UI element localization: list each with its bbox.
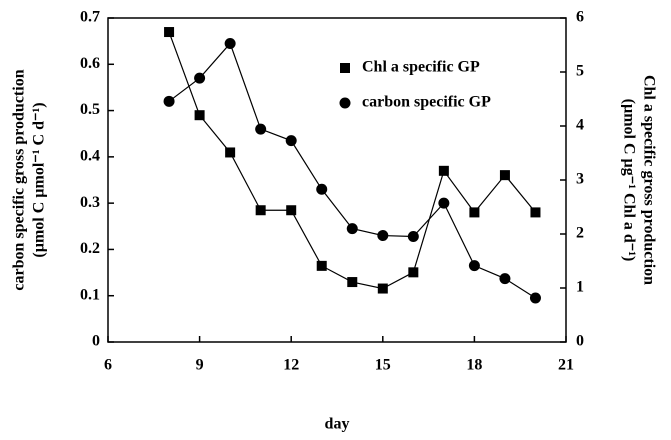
y2-tick-label: 6 bbox=[576, 9, 584, 26]
y2-tick-label: 1 bbox=[576, 279, 584, 296]
marker bbox=[316, 260, 327, 271]
marker bbox=[407, 230, 419, 242]
x-tick-label: 6 bbox=[104, 357, 112, 374]
y-tick-label: 0.6 bbox=[80, 55, 100, 72]
series-line bbox=[168, 31, 536, 290]
legend-marker bbox=[339, 97, 351, 109]
marker bbox=[530, 207, 541, 218]
legend-marker bbox=[340, 63, 350, 73]
marker bbox=[164, 27, 175, 38]
marker bbox=[468, 260, 480, 272]
marker bbox=[499, 273, 511, 285]
marker bbox=[438, 197, 450, 209]
marker bbox=[377, 283, 388, 294]
marker bbox=[529, 292, 541, 304]
y-axis-label: (µmol C µmol⁻¹ C d⁻¹) bbox=[31, 102, 48, 257]
marker bbox=[194, 72, 206, 84]
marker bbox=[286, 205, 297, 216]
y-tick-label: 0.3 bbox=[80, 194, 100, 211]
y-axis-label: carbon specific gross production bbox=[11, 69, 28, 290]
y2-tick-label: 4 bbox=[576, 117, 584, 134]
marker bbox=[438, 165, 449, 176]
x-tick-label: 18 bbox=[466, 357, 482, 374]
marker bbox=[225, 147, 236, 158]
marker bbox=[285, 135, 297, 147]
marker bbox=[255, 205, 266, 216]
y-tick-label: 0.7 bbox=[80, 9, 100, 26]
marker bbox=[377, 230, 389, 242]
x-tick-label: 9 bbox=[196, 357, 204, 374]
y-tick-label: 0.1 bbox=[80, 286, 100, 303]
y2-tick-label: 3 bbox=[576, 171, 584, 188]
marker bbox=[163, 95, 175, 107]
x-axis-label: day bbox=[325, 416, 350, 433]
legend-label: carbon specific GP bbox=[362, 94, 491, 111]
marker bbox=[346, 223, 358, 235]
series-line bbox=[168, 42, 536, 299]
marker bbox=[408, 267, 419, 278]
y2-tick-label: 5 bbox=[576, 63, 584, 80]
y2-axis-label: Chl a specific gross production bbox=[640, 75, 657, 285]
y-tick-label: 0.5 bbox=[80, 101, 100, 118]
marker bbox=[316, 183, 328, 195]
marker bbox=[224, 37, 236, 49]
legend-label: Chl a specific GP bbox=[362, 59, 480, 76]
marker bbox=[255, 123, 267, 135]
marker bbox=[347, 277, 358, 288]
y2-tick-label: 2 bbox=[576, 225, 584, 242]
marker bbox=[194, 110, 205, 121]
y-tick-label: 0.4 bbox=[80, 148, 100, 165]
marker bbox=[499, 170, 510, 181]
y2-axis-label: (µmol C µg⁻¹ Chl a d⁻¹) bbox=[620, 99, 637, 262]
marker bbox=[469, 207, 480, 218]
x-tick-label: 12 bbox=[283, 357, 299, 374]
x-tick-label: 21 bbox=[558, 357, 574, 374]
x-tick-label: 15 bbox=[375, 357, 391, 374]
y-tick-label: 0.2 bbox=[80, 240, 100, 257]
y2-tick-label: 0 bbox=[576, 333, 584, 350]
plot-frame bbox=[107, 17, 567, 343]
y-tick-label: 0 bbox=[92, 333, 100, 350]
